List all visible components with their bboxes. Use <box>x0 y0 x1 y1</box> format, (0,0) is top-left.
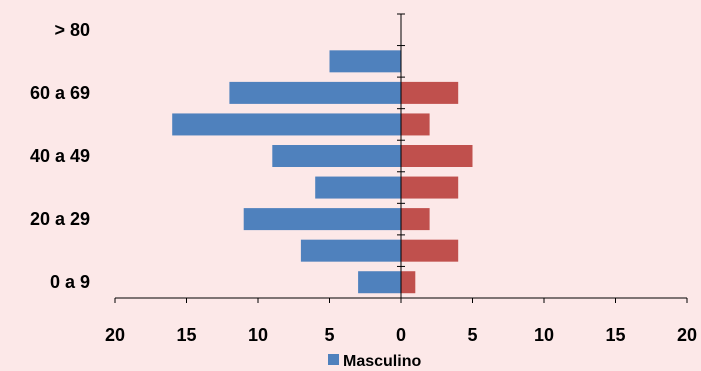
bar-right-3 <box>401 176 459 199</box>
x-tick-label: 5 <box>467 325 477 345</box>
legend: Masculino <box>328 353 421 370</box>
axes-layer <box>114 13 688 303</box>
y-tick-label: 0 a 9 <box>50 272 90 292</box>
bar-left-7 <box>329 50 401 73</box>
x-tick-label: 10 <box>534 325 554 345</box>
bar-right-0 <box>401 271 416 294</box>
legend-swatch-masculino <box>328 354 339 365</box>
x-tick-label: 20 <box>105 325 125 345</box>
y-tick-label: > 80 <box>54 20 90 40</box>
bar-left-6 <box>229 81 401 104</box>
x-tick-label: 15 <box>605 325 625 345</box>
bar-right-4 <box>401 145 473 167</box>
bar-left-3 <box>315 176 401 199</box>
bar-right-2 <box>401 208 430 231</box>
bar-right-6 <box>401 81 459 104</box>
bar-left-4 <box>272 145 401 167</box>
y-tick-label: 40 a 49 <box>30 146 90 166</box>
bar-left-0 <box>358 271 401 294</box>
legend-label-masculino: Masculino <box>343 353 421 370</box>
bar-left-5 <box>172 113 401 136</box>
bar-right-1 <box>401 239 459 262</box>
x-tick-label: 15 <box>176 325 196 345</box>
bar-right-5 <box>401 113 430 136</box>
x-tick-label: 20 <box>677 325 697 345</box>
bar-left-2 <box>243 208 401 231</box>
x-tick-label: 5 <box>324 325 334 345</box>
bar-left-1 <box>300 239 401 262</box>
bars-layer <box>172 50 473 294</box>
labels-layer: 20 15 10 5 0 5 10 15 20 0 a 9 20 a 29 40 a 49 60 a 6… <box>30 20 697 345</box>
y-tick-label: 60 a 69 <box>30 83 90 103</box>
y-tick-label: 20 a 29 <box>30 209 90 229</box>
x-tick-label: 10 <box>248 325 268 345</box>
x-tick-label: 0 <box>396 325 406 345</box>
